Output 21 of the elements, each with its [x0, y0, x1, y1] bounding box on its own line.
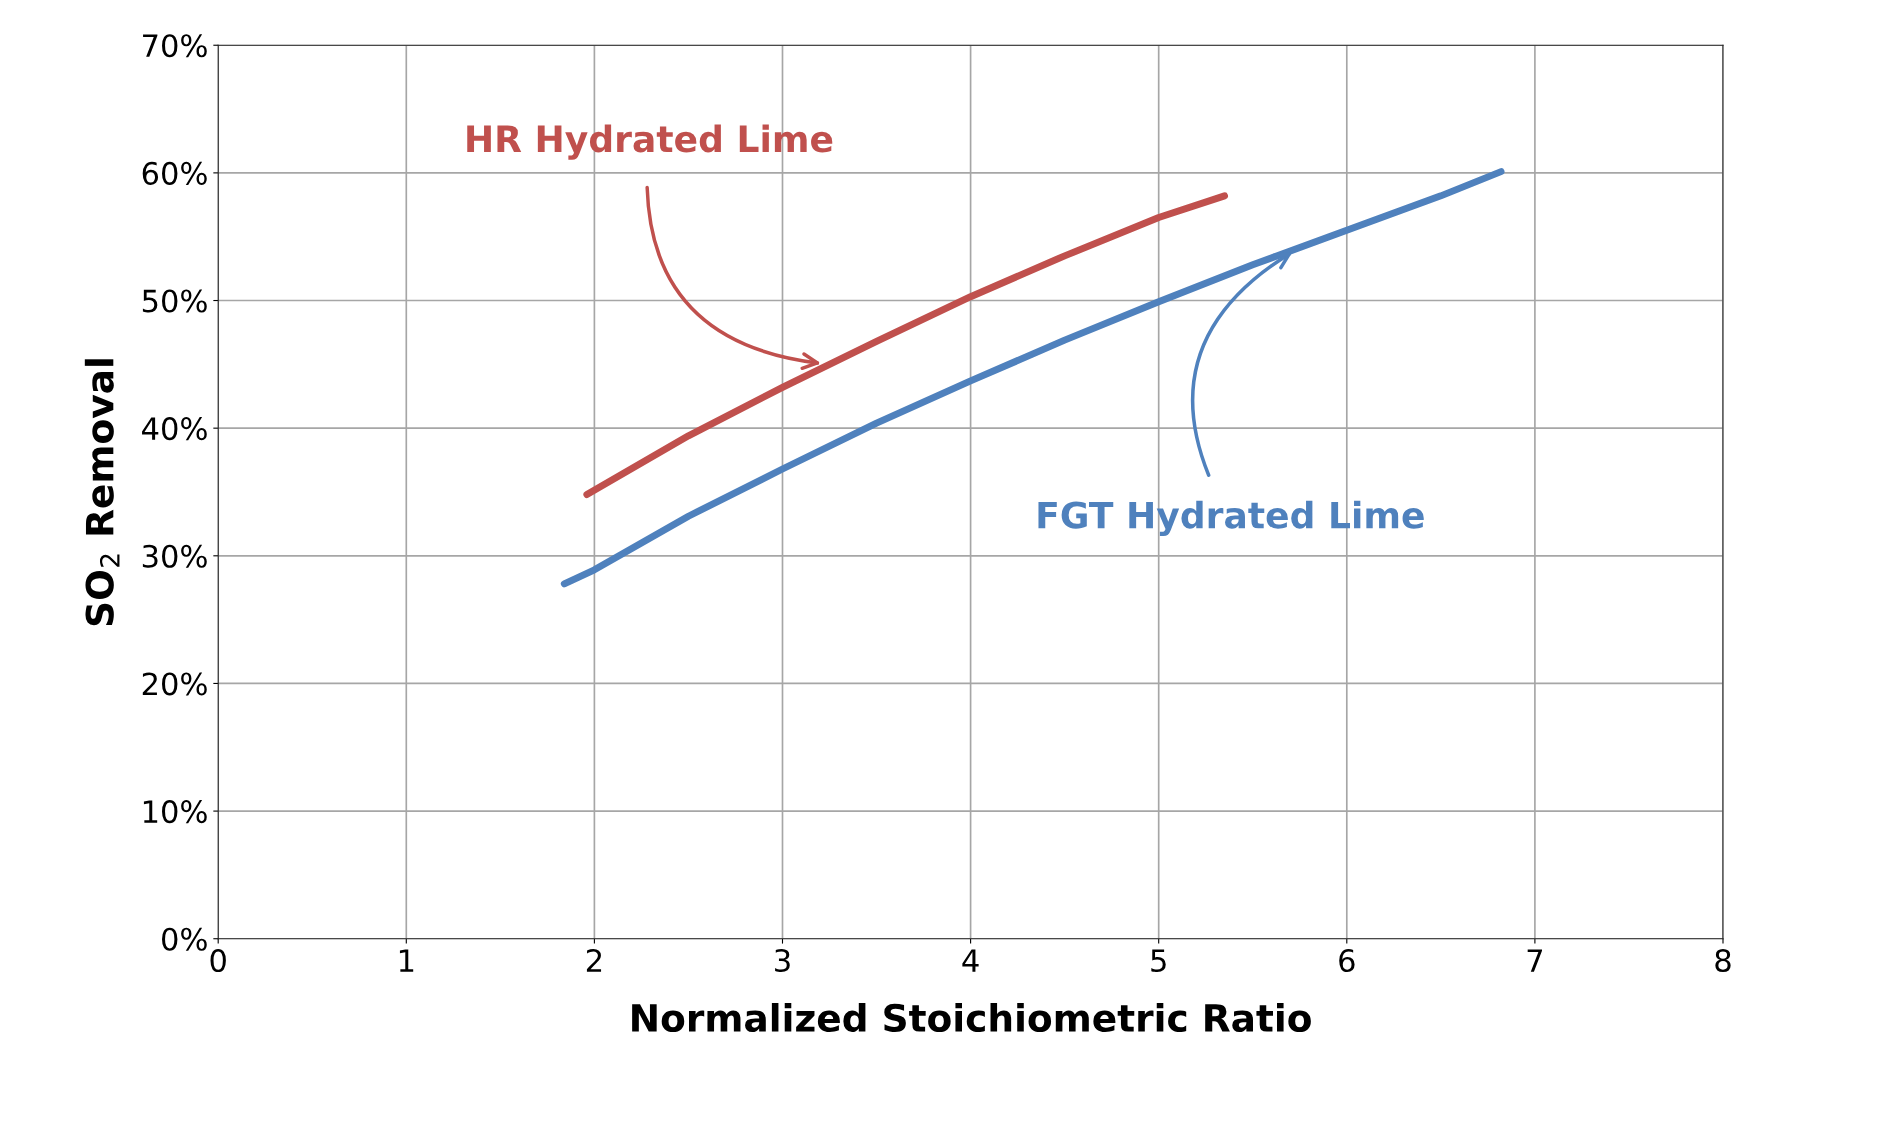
y-tick-label: 20%	[142, 672, 207, 696]
y-tick-label: 50%	[142, 289, 207, 313]
x-tick-label: 8	[1715, 948, 1731, 973]
x-tick-label: 2	[586, 948, 602, 972]
y-tick-label: 10%	[143, 800, 207, 824]
x-axis-title: Normalized Stoichiometric Ratio	[632, 1003, 1311, 1033]
x-tick-label: 7	[1527, 949, 1542, 972]
y-tick-label: 0%	[162, 927, 207, 951]
x-tick-label: 3	[775, 948, 790, 973]
y-tick-label: 30%	[142, 544, 207, 568]
x-tick-label: 6	[1339, 948, 1355, 973]
x-tick-label: 4	[962, 949, 979, 972]
y-axis-title: SO$_{2}$ Removal	[84, 359, 120, 626]
x-tick-label: 5	[1151, 949, 1166, 973]
y-tick-label: 70%	[143, 34, 207, 58]
text: HR Hydrated Lime	[467, 124, 833, 160]
x-tick-label: 1	[399, 949, 414, 972]
x-tick-label: 0	[210, 948, 226, 973]
y-tick-label: 40%	[142, 417, 207, 441]
y-tick-label: 60%	[142, 161, 207, 185]
text: FGT Hydrated Lime	[1038, 500, 1424, 536]
